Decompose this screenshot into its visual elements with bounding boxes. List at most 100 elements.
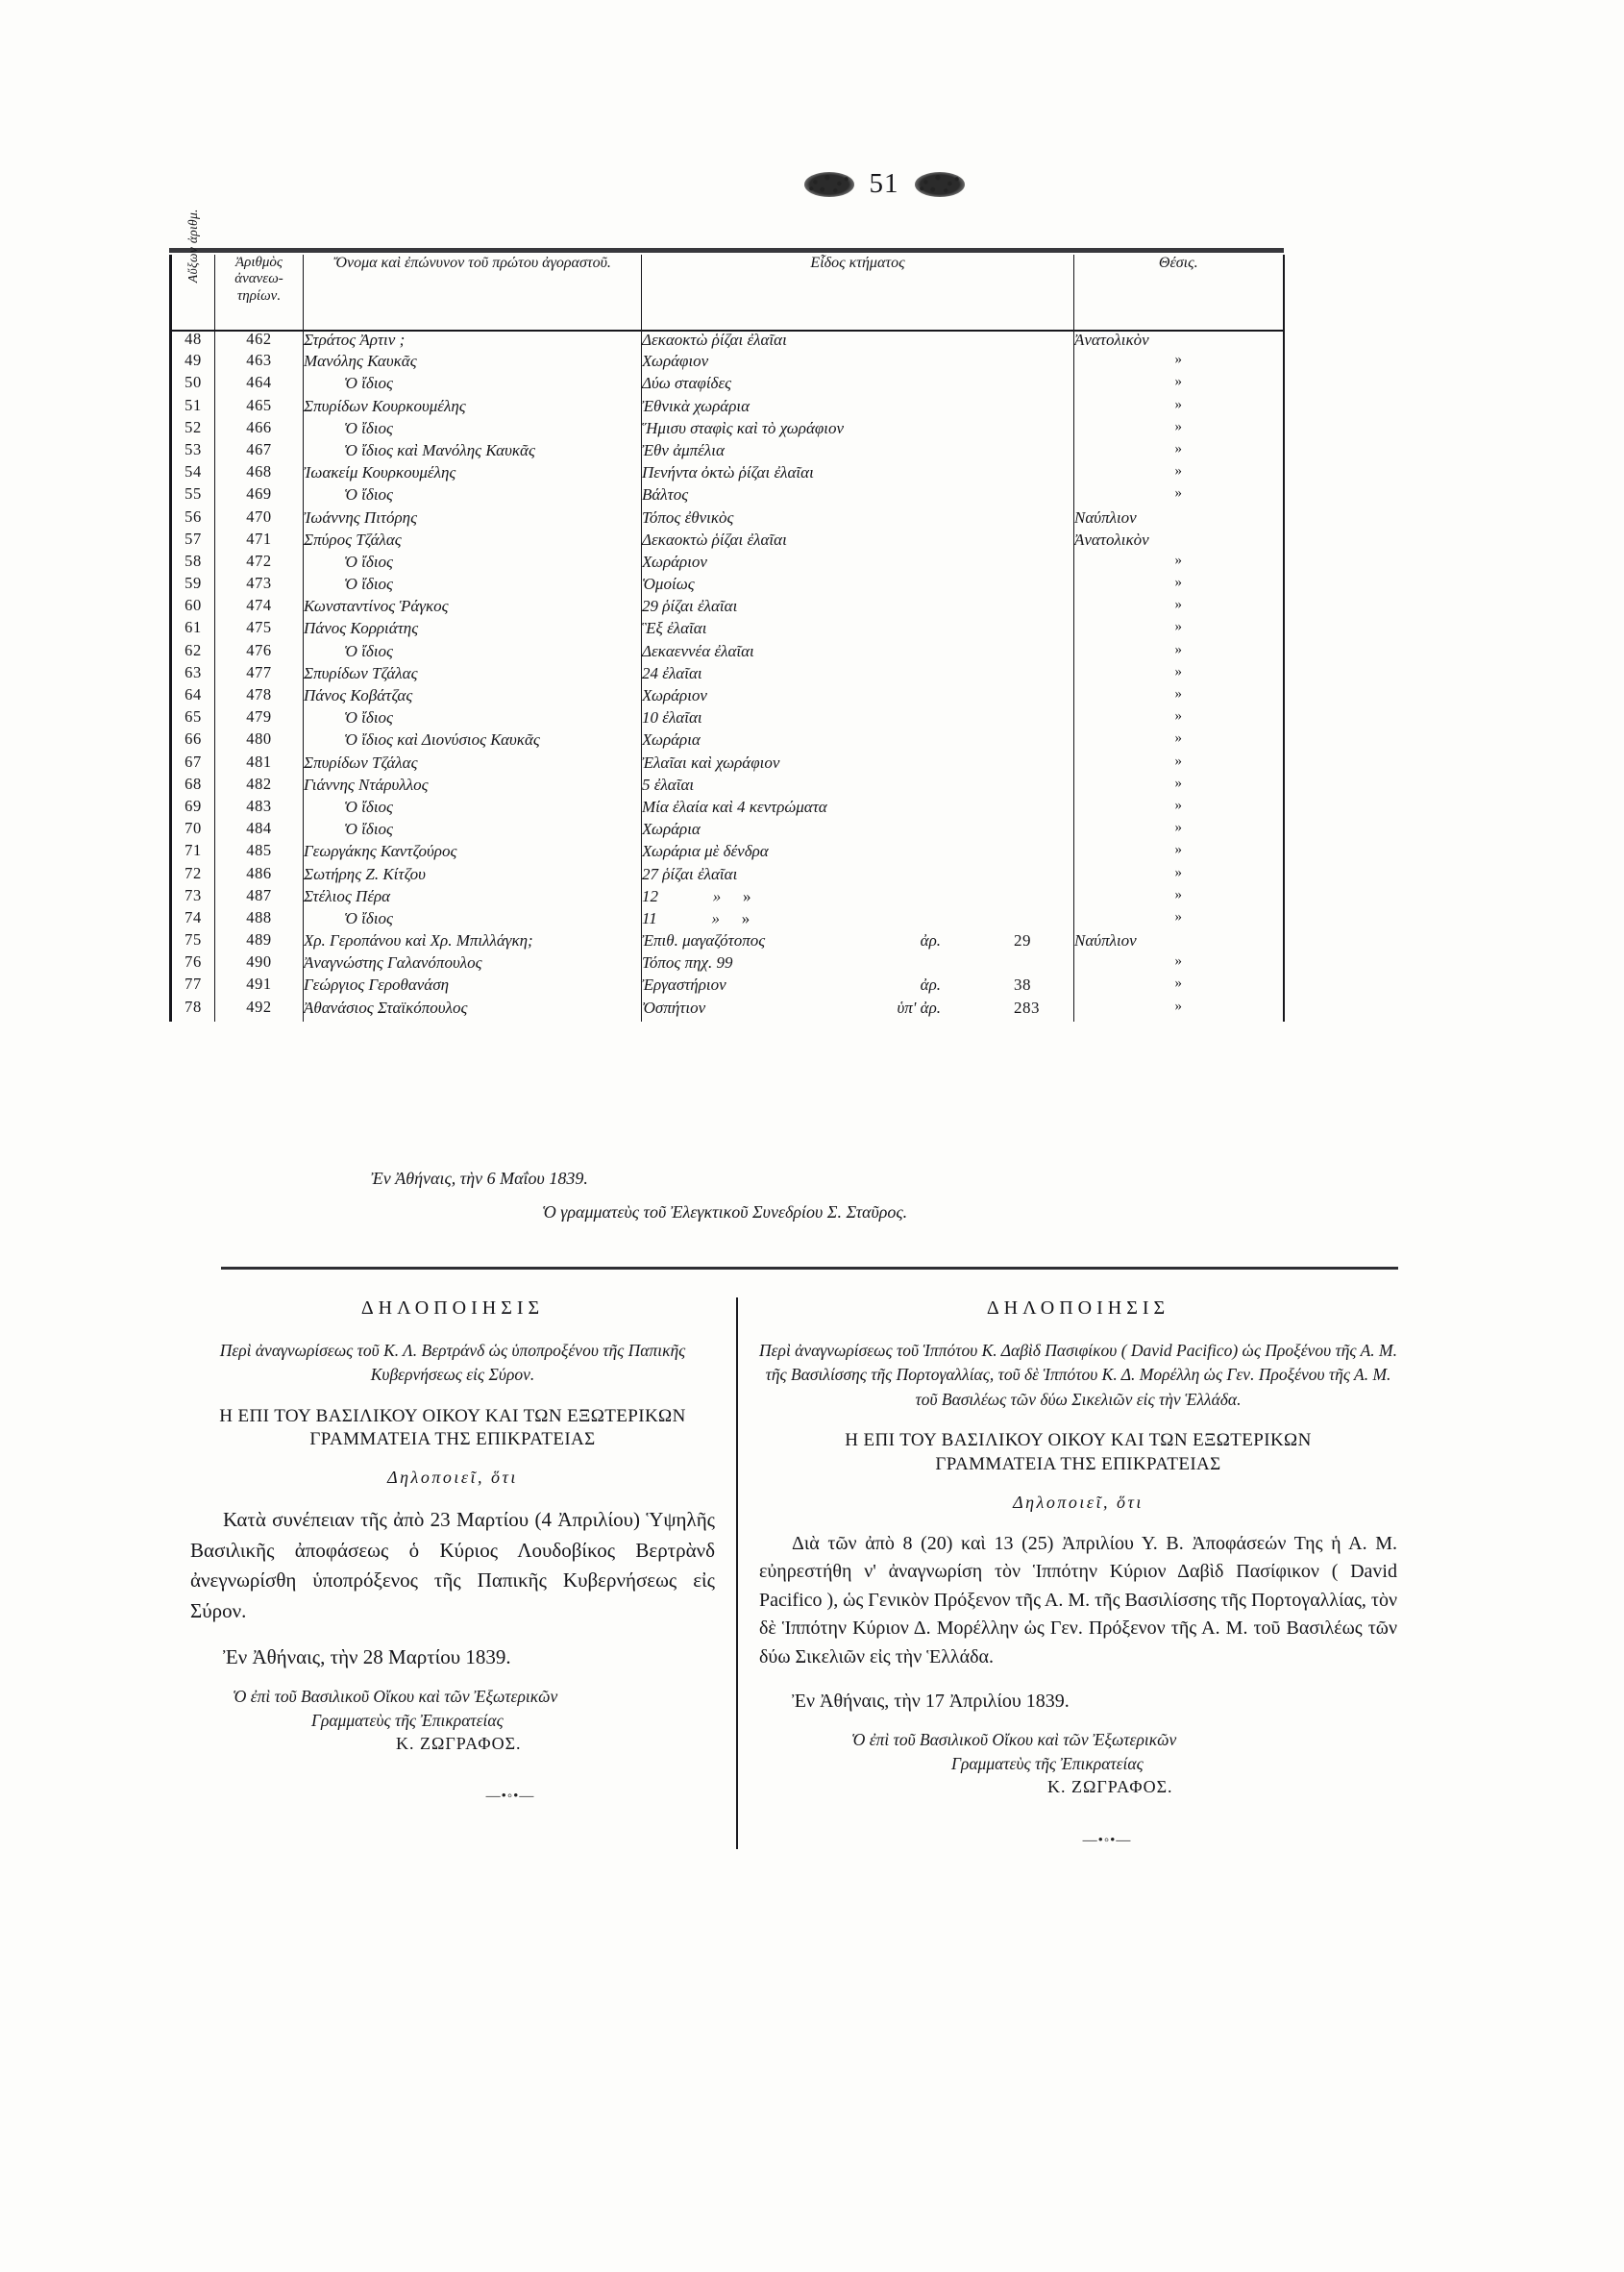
property-number-value: » <box>741 908 750 927</box>
notice-left: ΔΗΛΟΠΟΙΗΣΙΣ Περὶ ἀναγνωρίσεως τοῦ Κ. Λ. … <box>169 1297 736 1849</box>
table-signature-block: Ἐν Ἀθήναις, τὴν 6 Μαΐου 1839. Ὁ γραμματε… <box>169 1169 1303 1222</box>
table-row: 76 490 Ἀναγνώστης Γαλανόπουλος Τόπος πηχ. 9… <box>170 953 1284 977</box>
cell-renewal-number: 467 <box>214 441 304 465</box>
cell-property-type: Ἓξ ἐλαῖαι <box>641 620 1074 643</box>
cell-buyer-name: Σωτήρης Ζ. Κίτζου <box>303 865 642 888</box>
table-row: 75 489 Χρ. Γεροπάνου καὶ Χρ. Μπιλλάγκη; Ἐπι… <box>170 931 1284 955</box>
table-body: 48 462 Στράτος Ἀρτιν ; Δεκαοκτὼ ῥίζαι ἐλαῖα… <box>170 331 1284 1022</box>
cell-property-type: 24 ἐλαῖαι <box>641 665 1074 687</box>
property-number-prefix: ἀρ. <box>920 975 941 995</box>
property-type-label: Ἐργαστήριον <box>642 975 726 995</box>
cell-location: » <box>1174 352 1183 368</box>
property-type-label: Ἐπιθ. μαγαζότοπος <box>642 931 766 951</box>
cell-property-type: Ὀσπήτιον ὑπ' ἀρ. 283 <box>641 998 1074 1022</box>
notice-right-declares: Δηλοποιεῖ, ὅτι <box>1013 1492 1144 1512</box>
cell-location: » <box>1174 575 1183 591</box>
cell-property-type: Δεκαεννέα ἐλαῖαι <box>641 643 1074 665</box>
cell-location: » <box>1174 641 1183 657</box>
cell-index: 54 <box>170 463 215 487</box>
cell-buyer-name: Ὁ ἴδιος <box>303 799 642 822</box>
cell-index: 66 <box>170 731 215 754</box>
property-number-value: 38 <box>1014 975 1031 995</box>
cell-index: 60 <box>170 597 215 621</box>
notice-right-org: Η ΕΠΙ ΤΟΥ ΒΑΣΙΛΙΚΟΥ ΟΙΚΟΥ ΚΑΙ ΤΩΝ ΕΞΩΤΕΡ… <box>759 1429 1397 1476</box>
cell-location: Ναύπλιον <box>1074 507 1137 527</box>
notice-right-body: Διὰ τῶν ἀπὸ 8 (20) καὶ 13 (25) Ἀπριλίου … <box>759 1532 1398 1667</box>
cell-renewal-number: 470 <box>214 508 304 531</box>
cell-property-type: 12 » » <box>641 886 1074 910</box>
table-row: 50 464 Ὁ ἴδιος Δύω σταφίδες » <box>170 374 1284 398</box>
table-row: 64 478 Πάνος Κοβάτζας Χωράριον » <box>170 686 1284 710</box>
property-number-prefix: ὑπ' ἀρ. <box>897 998 941 1017</box>
table-row: 71 485 Γεωργάκης Καντζούρος Χωράρια μὲ δένδ… <box>170 842 1284 866</box>
cell-location: » <box>1174 975 1183 992</box>
cell-index: 74 <box>170 909 215 933</box>
cell-buyer-name: Ἰωακείμ Κουρκουμέλης <box>303 464 642 487</box>
table-row: 73 487 Στέλιος Πέρα 12 » » » <box>170 886 1284 910</box>
table-row: 72 486 Σωτήρης Ζ. Κίτζου 27 ῥίζαι ἐλαῖαι » <box>170 865 1284 888</box>
cell-property-type: Μία ἐλαία καὶ 4 κεντρώματα <box>641 799 1074 822</box>
notice-right-signature: Ὁ ἐπὶ τοῦ Βασιλικοῦ Οἴκου καὶ τῶν Ἐξωτερ… <box>759 1728 1397 1799</box>
cell-renewal-number: 487 <box>214 887 304 910</box>
cell-location: » <box>1174 440 1183 457</box>
cell-property-type: Ἥμισυ σταφὶς καὶ τὸ χωράφιον <box>641 420 1074 442</box>
cell-renewal-number: 492 <box>214 999 304 1022</box>
notice-left-signature: Ὁ ἐπὶ τοῦ Βασιλικοῦ Οἴκου καὶ τῶν Ἐξωτερ… <box>190 1685 715 1756</box>
cell-property-type: Ἐθν ἀμπέλια <box>641 442 1074 465</box>
cell-index: 50 <box>170 375 215 398</box>
cell-index: 52 <box>170 419 215 442</box>
cell-index: 63 <box>170 664 215 687</box>
table-header: Αὔξων ἀριθμ. Ἀριθμὸς ἀνανεω- τηρίων. Ὄνο… <box>170 209 1284 332</box>
cell-buyer-name: Ἀθανάσιος Σταϊκόπουλος <box>303 1000 642 1022</box>
cell-renewal-number: 468 <box>214 463 304 487</box>
table-row: 59 473 Ὁ ἴδιος Ὁμοίως » <box>170 575 1284 599</box>
table-row: 68 482 Γιάννης Ντάρυλλος 5 ἐλαῖαι » <box>170 776 1284 799</box>
cell-location: Ἀνατολικὸν <box>1074 331 1149 349</box>
cell-location: » <box>1174 820 1183 836</box>
cell-location: » <box>1174 998 1183 1014</box>
property-type-label: 11 <box>642 908 657 927</box>
notice-left-declares: Δηλοποιεῖ, ὅτι <box>387 1468 518 1488</box>
table-row: 62 476 Ὁ ἴδιος Δεκαεννέα ἐλαῖαι » <box>170 641 1284 665</box>
column-header-buyer-name: Ὄνομα καὶ ἐπώνυνον τοῦ πρώτου ἀγοραστοῦ. <box>303 255 642 332</box>
cell-property-type: Χωράρια <box>641 731 1074 754</box>
table-row: 77 491 Γεώργιος Γεροθανάση Ἐργαστήριον ἀρ. 38… <box>170 975 1284 1000</box>
cell-location: » <box>1174 708 1183 725</box>
column-header-location: Θέσις. <box>1073 255 1284 332</box>
register-table-container: Αὔξων ἀριθμ. Ἀριθμὸς ἀνανεω- τηρίων. Ὄνο… <box>169 209 1285 1022</box>
notice-right-endmark: —•◦•— <box>1082 1832 1132 1848</box>
table-row: 66 480 Ὁ ἴδιος καὶ Διονύσιος Καυκᾶς Χωράρια… <box>170 730 1284 754</box>
cell-location: » <box>1174 730 1183 747</box>
notice-left-sig-line2: Γραμματεὺς τῆς Ἐπικρατείας <box>311 1710 504 1730</box>
cell-index: 62 <box>170 642 215 665</box>
cell-location: » <box>1174 797 1183 813</box>
cell-renewal-number: 489 <box>214 931 304 955</box>
cell-index: 56 <box>170 508 215 531</box>
cell-buyer-name: Ὁ ἴδιος <box>303 910 642 933</box>
cell-renewal-number: 463 <box>214 352 304 376</box>
cell-property-type: Χωράριον <box>641 687 1074 710</box>
property-type-label: 12 <box>642 886 658 905</box>
notice-right-title: ΔΗΛΟΠΟΙΗΣΙΣ <box>986 1297 1170 1319</box>
cell-index: 51 <box>170 397 215 420</box>
register-table: Αὔξων ἀριθμ. Ἀριθμὸς ἀνανεω- τηρίων. Ὄνο… <box>169 209 1285 1022</box>
table-row: 58 472 Ὁ ἴδιος Χωράριον » <box>170 553 1284 577</box>
property-number-value: » <box>743 886 751 905</box>
cell-location: » <box>1174 463 1183 480</box>
cell-property-type: Ὁμοίως <box>641 576 1074 599</box>
cell-buyer-name: Ἀναγνώστης Γαλανόπουλος <box>303 954 642 977</box>
cell-renewal-number: 478 <box>214 686 304 710</box>
cell-location: » <box>1174 753 1183 769</box>
property-number-value: 283 <box>1014 998 1040 1017</box>
table-top-rule <box>169 248 1284 253</box>
cell-renewal-number: 485 <box>214 842 304 866</box>
cell-property-type: Χωράριον <box>641 554 1074 577</box>
cell-renewal-number: 482 <box>214 776 304 799</box>
cell-index: 71 <box>170 842 215 866</box>
cell-location: » <box>1174 374 1183 390</box>
cell-location: Ναύπλιον <box>1074 931 1137 951</box>
notice-left-subject: Περὶ ἀναγνωρίσεως τοῦ Κ. Λ. Βερτράνδ ὡς … <box>219 1341 686 1385</box>
table-row: 48 462 Στράτος Ἀρτιν ; Δεκαοκτὼ ῥίζαι ἐλαῖα… <box>170 331 1284 354</box>
table-row: 53 467 Ὁ ἴδιος καὶ Μανόλης Καυκᾶς Ἐθν ἀμπέλ… <box>170 440 1284 465</box>
